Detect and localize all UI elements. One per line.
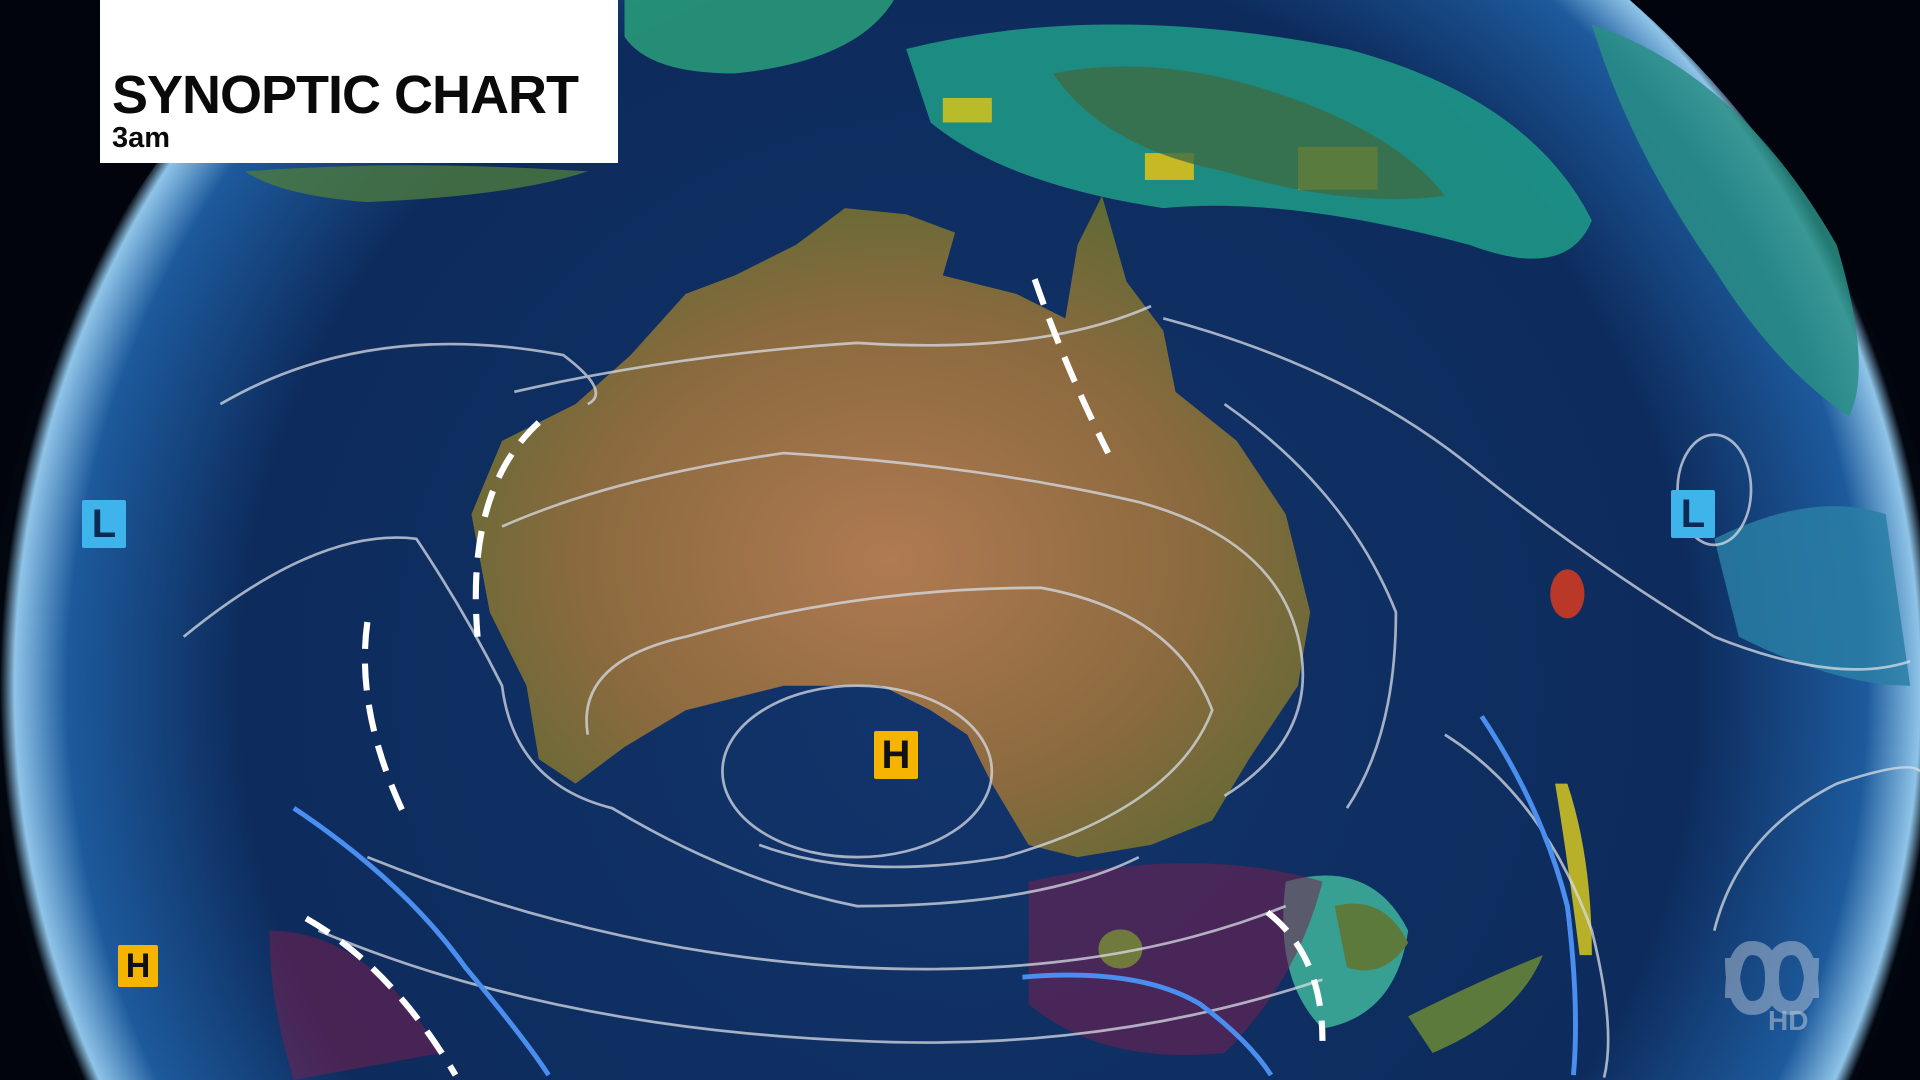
cold-fronts <box>292 714 1578 1077</box>
hd-watermark: HD <box>1768 1005 1809 1036</box>
high-pressure-marker: H <box>874 731 918 779</box>
new-guinea <box>1053 66 1445 199</box>
low-pressure-marker: L <box>1671 490 1715 538</box>
troughs <box>304 278 1326 1077</box>
isobars <box>182 304 1920 1078</box>
high-pressure-marker: H <box>118 945 158 987</box>
title-panel: SYNOPTIC CHART 3am <box>100 0 618 163</box>
chart-time: 3am <box>112 122 171 154</box>
chart-title: SYNOPTIC CHART <box>112 65 579 125</box>
new-zealand <box>1334 903 1543 1054</box>
low-pressure-marker: L <box>82 500 126 548</box>
abc-logo-icon <box>1725 940 1819 1016</box>
tasmania <box>1098 929 1143 969</box>
